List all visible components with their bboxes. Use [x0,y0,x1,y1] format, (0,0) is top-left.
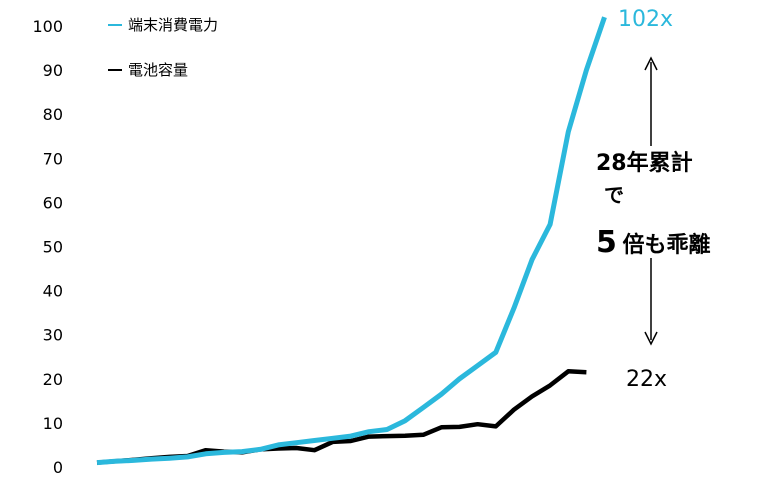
legend-label-power: 端末消費電力 [128,16,218,34]
divergence-annotation: 28年累計 で 5 倍も乖離 [596,150,710,260]
annotation-line3: 5 倍も乖離 [596,225,710,260]
annotation-multiplier-text: 倍も乖離 [622,232,710,258]
divergence-arrow [644,56,658,346]
annotation-line1: 28年累計 [596,150,693,176]
series-layer [96,16,607,466]
y-tick-label: 10 [43,414,63,433]
y-tick-label: 40 [43,282,63,301]
y-tick-label: 30 [43,326,63,345]
y-tick-label: 0 [53,458,63,477]
y-tick-label: 100 [32,17,63,36]
y-tick-label: 20 [43,370,63,389]
y-axis: 0 10 20 30 40 50 60 70 80 90 100 [32,17,63,477]
series-line-battery [96,369,587,465]
series-line-power [96,16,607,466]
y-tick-label: 50 [43,238,63,257]
end-label-battery: 22x [626,367,667,392]
end-label-power: 102x [618,7,673,32]
arrow-down-head [644,331,658,346]
legend-label-battery: 電池容量 [128,61,188,79]
annotation-multiplier: 5 [596,225,617,260]
y-tick-label: 80 [43,105,63,124]
legend: 端末消費電力 電池容量 [108,16,218,79]
y-tick-label: 60 [43,193,63,212]
y-tick-label: 90 [43,61,63,80]
annotation-line2: で [604,183,624,207]
y-tick-label: 70 [43,149,63,168]
arrow-up-head [644,56,658,71]
